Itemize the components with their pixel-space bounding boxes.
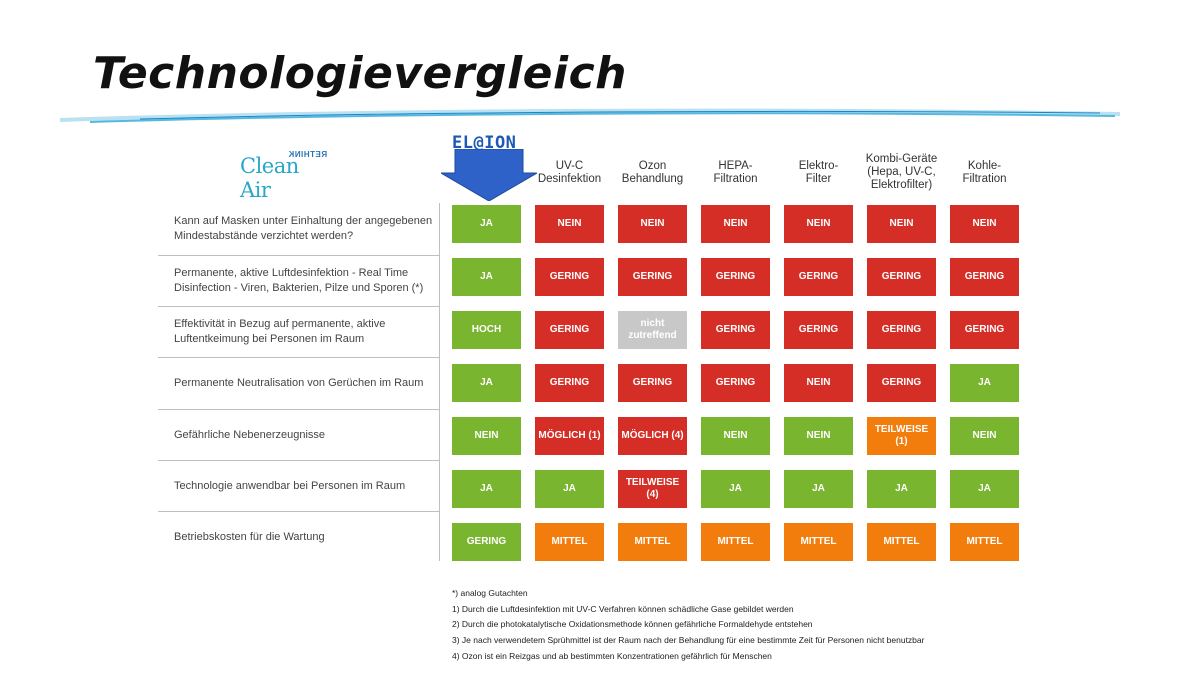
rating-cell: NEIN: [867, 205, 936, 243]
rating-cell: JA: [452, 364, 521, 402]
highlight-arrow-icon: [441, 149, 537, 201]
row-label: Kann auf Masken unter Einhaltung der ang…: [174, 214, 433, 242]
rating-cell: GERING: [701, 364, 770, 402]
rating-cell: NEIN: [701, 417, 770, 455]
rating-cell: MITTEL: [784, 523, 853, 561]
row-label: Betriebskosten für die Wartung: [158, 511, 440, 562]
column-header: Ozon Behandlung: [621, 160, 684, 185]
rating-cell: GERING: [950, 258, 1019, 296]
rating-cell: JA: [950, 470, 1019, 508]
rating-cell: JA: [452, 258, 521, 296]
rating-cell: GERING: [950, 311, 1019, 349]
rating-cell: GERING: [618, 364, 687, 402]
footnote-line: 1) Durch die Luftdesinfektion mit UV-C V…: [452, 603, 794, 614]
rating-cell: GERING: [452, 523, 521, 561]
rating-cell: MITTEL: [867, 523, 936, 561]
clean-air-logo: RETHINK Clean Air: [240, 150, 328, 202]
page-title: Technologievergleich: [93, 48, 628, 99]
rating-cell: HOCH: [452, 311, 521, 349]
rating-cell: GERING: [867, 364, 936, 402]
rating-cell: MITTEL: [701, 523, 770, 561]
rating-cell: JA: [950, 364, 1019, 402]
rating-cell: JA: [535, 470, 604, 508]
footnote-line: *) analog Gutachten: [452, 588, 528, 598]
row-label: Permanente Neutralisation von Gerüchen i…: [158, 357, 440, 408]
rating-cell: NEIN: [701, 205, 770, 243]
rating-cell: GERING: [784, 258, 853, 296]
rating-cell: GERING: [867, 258, 936, 296]
rating-cell: NEIN: [452, 417, 521, 455]
rating-cell: MÖGLICH (1): [535, 417, 604, 455]
row-label: Permanente, aktive Luftdesinfektion - Re…: [158, 255, 440, 306]
rating-cell: GERING: [618, 258, 687, 296]
column-header: Kohle- Filtration: [962, 160, 1007, 185]
column-header: Kombi-Geräte (Hepa, UV-C, Elektrofilter): [865, 153, 938, 191]
footnotes: *) analog Gutachten 1) Durch die Luftdesi…: [452, 586, 924, 665]
rating-cell: NEIN: [950, 417, 1019, 455]
rating-cell: TEILWEISE (4): [618, 470, 687, 508]
rating-cell: MITTEL: [535, 523, 604, 561]
row-label: Technologie anwendbar bei Personen im Ra…: [158, 460, 440, 511]
rating-cell: NEIN: [784, 364, 853, 402]
rating-cell: NEIN: [784, 205, 853, 243]
rating-cell: GERING: [867, 311, 936, 349]
rating-cell: GERING: [701, 311, 770, 349]
rating-cell: MITTEL: [950, 523, 1019, 561]
footnote-line: 2) Durch die photokatalytische Oxidation…: [452, 619, 813, 630]
rating-cell: JA: [784, 470, 853, 508]
column-header: Elektro- Filter: [798, 160, 839, 185]
rating-cell: JA: [452, 205, 521, 243]
footnote-line: 4) Ozon ist ein Reizgas und ab bestimmte…: [452, 650, 772, 661]
rating-cell: JA: [452, 470, 521, 508]
rating-cell: JA: [867, 470, 936, 508]
rating-cell: NEIN: [535, 205, 604, 243]
row-label: Effektivität in Bezug auf permanente, ak…: [158, 306, 440, 357]
rating-cell: NEIN: [618, 205, 687, 243]
decorative-swoosh: [60, 108, 1121, 123]
rating-cell: GERING: [701, 258, 770, 296]
rating-cell: NEIN: [784, 417, 853, 455]
rating-cell: TEILWEISE (1): [867, 417, 936, 455]
rating-cell: MITTEL: [618, 523, 687, 561]
rating-cell: GERING: [535, 258, 604, 296]
rating-cell: JA: [701, 470, 770, 508]
column-header: HEPA- Filtration: [713, 160, 758, 185]
rating-cell: GERING: [535, 364, 604, 402]
table-divider: [439, 203, 440, 561]
rating-cell: GERING: [535, 311, 604, 349]
footnote-line: 3) Je nach verwendetem Sprühmittel ist d…: [452, 635, 925, 646]
column-header: UV-C Desinfektion: [537, 160, 602, 185]
rating-cell: NEIN: [950, 205, 1019, 243]
row-label: Gefährliche Nebenerzeugnisse: [158, 409, 440, 460]
rating-cell: GERING: [784, 311, 853, 349]
elion-logo: EL@ION: [452, 133, 517, 153]
rating-cell: nicht zutreffend: [618, 311, 687, 349]
rating-cell: MÖGLICH (4): [618, 417, 687, 455]
